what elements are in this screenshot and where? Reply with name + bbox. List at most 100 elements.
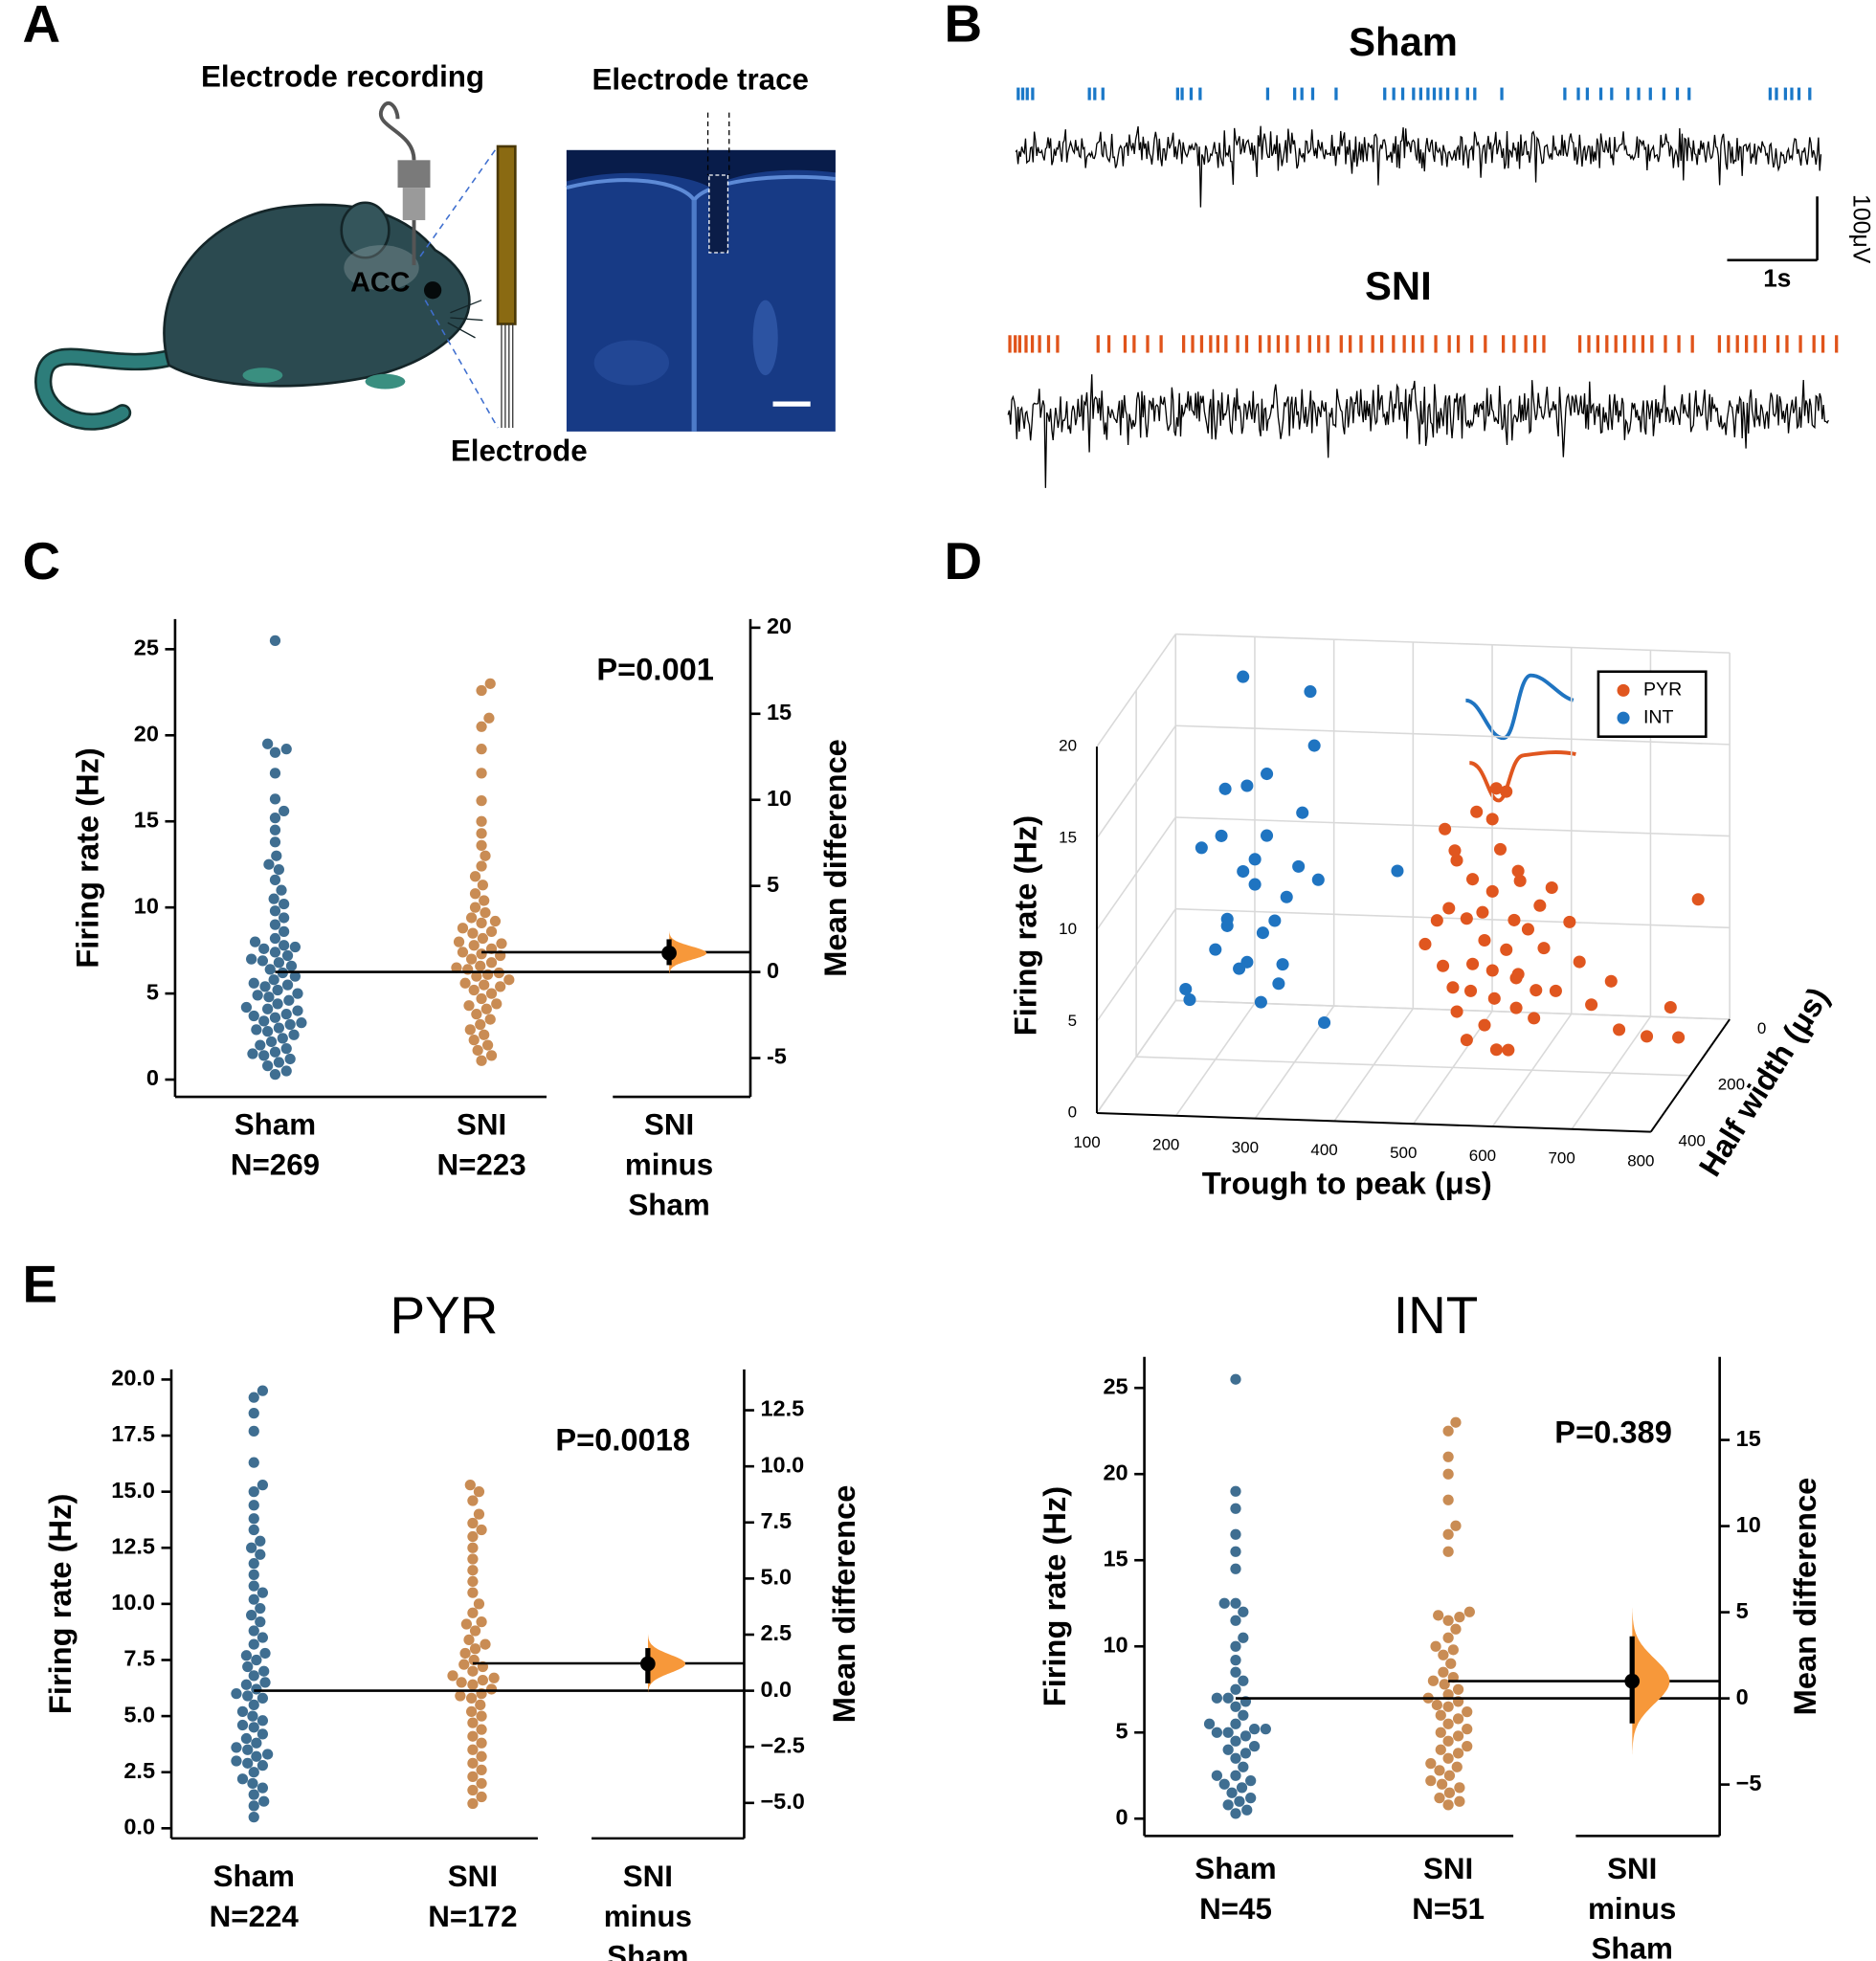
swarm-point	[1454, 1612, 1465, 1623]
swarm-point	[248, 1789, 259, 1800]
x-axis-label: Trough to peak (μs)	[1202, 1165, 1492, 1200]
scatter-point	[1195, 841, 1208, 855]
y-tick-label: 20.0	[111, 1366, 155, 1391]
swarm-point	[465, 912, 478, 924]
swarm-point	[1442, 1615, 1454, 1626]
swarm-point	[476, 917, 487, 928]
y-tick-label: 0	[146, 1065, 159, 1090]
x-tick-label: Sham	[234, 1108, 316, 1142]
scatter-point	[1261, 768, 1274, 781]
y2-tick-label: −5	[1736, 1771, 1762, 1795]
swarm-point	[257, 1760, 269, 1772]
swarm-point	[236, 1719, 249, 1731]
swarm-point	[1230, 1808, 1241, 1819]
y2-tick-label: 0	[767, 958, 779, 983]
swarm-point	[249, 936, 261, 947]
swarm-point	[258, 1050, 270, 1061]
x-tick-label: SNI	[1423, 1852, 1473, 1885]
swarm-point	[248, 1800, 259, 1812]
swarm-point	[467, 1757, 479, 1769]
swarm-point	[1462, 1741, 1473, 1752]
diagram-label: Electrode recording	[201, 60, 484, 94]
scatter-point	[1485, 964, 1499, 977]
swarm-point	[476, 992, 487, 1005]
swarm-point	[1430, 1640, 1441, 1652]
swarm-point	[277, 1033, 288, 1044]
y-tick-label: 400	[1679, 1132, 1706, 1150]
swarm-point	[1442, 1799, 1454, 1811]
swarm-point	[1203, 1718, 1216, 1729]
swarm-point	[265, 1036, 278, 1048]
swarm-point	[476, 744, 487, 755]
swarm-point	[280, 1009, 292, 1020]
bootstrap-distribution	[1632, 1603, 1670, 1759]
y-tick-label: 2.5	[123, 1758, 155, 1783]
swarm-point	[480, 850, 491, 861]
swarm-point	[503, 974, 515, 986]
swarm-point	[257, 1715, 269, 1727]
swarm-point	[447, 1670, 458, 1682]
swarm-point	[476, 684, 487, 697]
swarm-point	[465, 1692, 478, 1704]
grid-line	[1096, 908, 1176, 1022]
swarm-point	[463, 1634, 475, 1646]
y2-tick-label: 0.0	[760, 1677, 792, 1702]
swarm-point	[1240, 1748, 1252, 1759]
y2-tick-label: -5	[767, 1044, 787, 1069]
swarm-point	[289, 970, 301, 982]
swarm-point	[1442, 1425, 1454, 1437]
swarm-point	[262, 1003, 274, 1014]
y2-tick-label: 12.5	[760, 1396, 804, 1421]
scatter-point	[1450, 1005, 1463, 1018]
swarm-point	[1431, 1699, 1442, 1711]
x-tick-label: Sham	[607, 1940, 688, 1961]
swarm-point	[467, 1730, 479, 1742]
swarm-point	[1442, 1632, 1454, 1643]
scatter-point	[1476, 905, 1489, 919]
y-tick-label: 0	[1757, 1019, 1766, 1037]
swarm-point	[248, 1670, 259, 1682]
swarm-point	[1236, 1782, 1248, 1794]
waveform-inset	[1461, 659, 1581, 809]
swarm-point	[1248, 1741, 1261, 1752]
swarm-point	[480, 1003, 492, 1014]
swarm-point	[258, 1665, 270, 1677]
swarm-point	[1238, 1761, 1249, 1772]
swarm-point	[1238, 1709, 1249, 1721]
swarm-point	[453, 936, 465, 947]
scatter-point	[1280, 890, 1293, 903]
scatter-point	[1254, 995, 1267, 1009]
grid-line	[1096, 816, 1176, 931]
swarm-point	[1433, 1610, 1444, 1621]
scatter-point	[1691, 893, 1705, 906]
swarm-point	[467, 1771, 479, 1783]
swarm-point	[1445, 1658, 1457, 1669]
y-tick-label: 5	[1116, 1718, 1128, 1743]
y-tick-label: 25	[134, 635, 159, 660]
x-tick-label: Sham	[1592, 1932, 1673, 1961]
z-tick-label: 0	[1068, 1103, 1077, 1121]
scatter-point	[1450, 854, 1463, 867]
swarm-point	[255, 1602, 266, 1615]
swarm-point	[269, 874, 281, 885]
swarm-point	[281, 979, 294, 991]
effect-point	[661, 945, 677, 961]
y2-axis-label: Mean difference	[1787, 1478, 1822, 1716]
y-tick-label: 12.5	[111, 1533, 155, 1558]
x-tick-label: minus	[625, 1148, 713, 1181]
x-tick-label: N=269	[231, 1148, 320, 1181]
swarm-point	[467, 1517, 479, 1529]
swarm-point	[460, 1618, 473, 1630]
swarm-point	[476, 1750, 487, 1762]
swarm-point	[469, 888, 481, 900]
swarm-point	[240, 1650, 253, 1661]
scatter-point	[1430, 914, 1443, 927]
swarm-point	[476, 828, 487, 839]
x-tick-label: 600	[1469, 1147, 1496, 1165]
swarm-point	[242, 1757, 254, 1769]
swarm-point	[269, 824, 281, 836]
scatter-point	[1502, 1043, 1515, 1057]
scatter-point	[1318, 1015, 1331, 1030]
scatter-point	[1237, 670, 1250, 683]
